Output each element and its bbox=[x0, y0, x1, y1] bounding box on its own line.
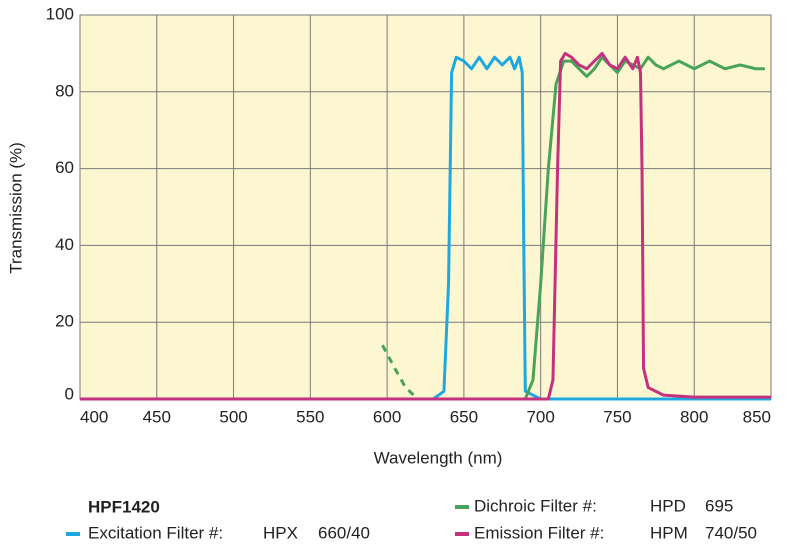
y-tick-label: 80 bbox=[55, 81, 74, 100]
legend-spec: 695 bbox=[705, 496, 733, 515]
x-tick-label: 450 bbox=[143, 407, 171, 426]
legend-label: Emission Filter #: bbox=[474, 523, 604, 542]
x-axis-label: Wavelength (nm) bbox=[374, 448, 503, 467]
legend-label: Dichroic Filter #: bbox=[474, 496, 597, 515]
y-tick-label: 60 bbox=[55, 158, 74, 177]
legend-title: HPF1420 bbox=[88, 497, 160, 516]
y-axis-label: Transmission (%) bbox=[6, 142, 25, 274]
y-tick-label: 0 bbox=[65, 384, 74, 403]
x-tick-label: 850 bbox=[743, 407, 771, 426]
x-tick-label: 550 bbox=[296, 407, 324, 426]
legend-spec: 740/50 bbox=[705, 523, 757, 542]
x-tick-label: 600 bbox=[373, 407, 401, 426]
x-tick-label: 650 bbox=[450, 407, 478, 426]
series-line bbox=[463, 55, 765, 401]
plot-area bbox=[80, 15, 771, 399]
legend-label: Excitation Filter #: bbox=[88, 523, 223, 542]
x-tick-label: 500 bbox=[219, 407, 247, 426]
y-tick-label: 40 bbox=[55, 235, 74, 254]
y-tick-label: 20 bbox=[55, 312, 74, 331]
legend-part: HPX bbox=[263, 523, 298, 542]
x-tick-label: 800 bbox=[680, 407, 708, 426]
legend-spec: 660/40 bbox=[318, 523, 370, 542]
y-tick-label: 100 bbox=[46, 4, 74, 23]
legend-part: HPD bbox=[650, 496, 686, 515]
series-line bbox=[80, 51, 771, 401]
x-tick-label: 400 bbox=[80, 407, 108, 426]
x-tick-label: 700 bbox=[526, 407, 554, 426]
legend-part: HPM bbox=[650, 523, 688, 542]
series-line bbox=[381, 344, 419, 401]
x-tick-label: 750 bbox=[603, 407, 631, 426]
series-line bbox=[80, 55, 771, 401]
